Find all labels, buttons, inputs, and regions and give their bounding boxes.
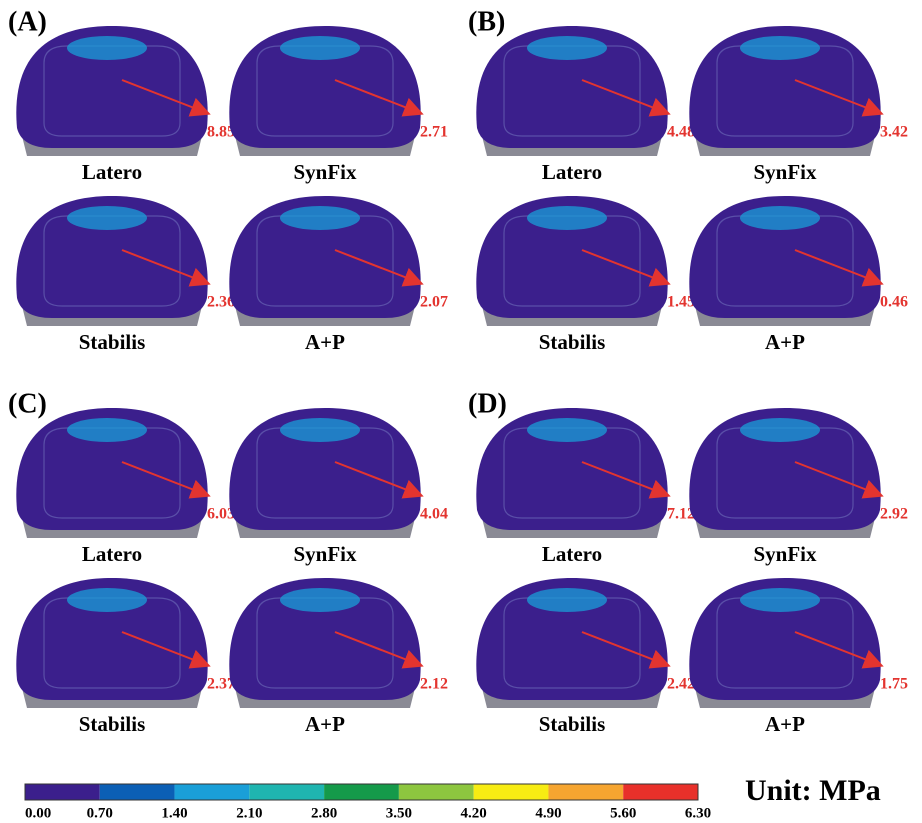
- stress-patch: [527, 418, 607, 442]
- implant-name: A+P: [765, 712, 805, 736]
- implant-name: Latero: [542, 542, 602, 566]
- peak-stress-value: 1.75: [880, 676, 908, 693]
- stress-patch: [67, 588, 147, 612]
- colorbar-tick-label: 3.50: [386, 805, 412, 821]
- implant-name: SynFix: [753, 542, 817, 566]
- colorbar-segment: [399, 784, 474, 800]
- colorbar-segment: [623, 784, 698, 800]
- colorbar-segment: [548, 784, 623, 800]
- stress-patch: [740, 206, 820, 230]
- stress-patch: [527, 36, 607, 60]
- implant-name: Stabilis: [539, 330, 606, 354]
- colorbar-tick-label: 0.70: [87, 805, 113, 821]
- colorbar-tick-label: 2.80: [311, 805, 337, 821]
- implant-name: SynFix: [293, 542, 357, 566]
- colorbar-segment: [249, 784, 324, 800]
- colorbar-segment: [175, 784, 250, 800]
- panel-label: (D): [468, 388, 507, 419]
- implant-name: Latero: [82, 542, 142, 566]
- stress-patch: [280, 206, 360, 230]
- stress-patch: [67, 418, 147, 442]
- colorbar-tick-label: 0.00: [25, 805, 51, 821]
- unit-label: Unit: MPa: [745, 774, 881, 807]
- stress-patch: [740, 588, 820, 612]
- implant-name: Latero: [82, 160, 142, 184]
- peak-stress-value: 4.04: [420, 506, 448, 523]
- colorbar-segment: [100, 784, 175, 800]
- colorbar-tick-label: 4.90: [535, 805, 561, 821]
- implant-name: A+P: [765, 330, 805, 354]
- peak-stress-value: 2.71: [420, 124, 448, 141]
- panel-label: (B): [468, 6, 505, 37]
- implant-name: SynFix: [753, 160, 817, 184]
- stress-patch: [527, 588, 607, 612]
- stress-patch: [280, 418, 360, 442]
- panel-label: (C): [8, 388, 47, 419]
- implant-name: A+P: [305, 330, 345, 354]
- peak-stress-value: 3.42: [880, 124, 908, 141]
- stress-patch: [67, 36, 147, 60]
- colorbar-tick-label: 5.60: [610, 805, 636, 821]
- colorbar-segment: [324, 784, 399, 800]
- implant-name: A+P: [305, 712, 345, 736]
- colorbar-tick-label: 4.20: [461, 805, 487, 821]
- stress-patch: [740, 418, 820, 442]
- implant-name: Stabilis: [79, 330, 146, 354]
- colorbar-tick-label: 2.10: [236, 805, 262, 821]
- peak-stress-value: 2.92: [880, 506, 908, 523]
- figure: Unit: MPa (A)8.85Latero2.71SynFix2.36Sta…: [0, 0, 922, 823]
- stress-patch: [67, 206, 147, 230]
- stress-patch: [280, 588, 360, 612]
- implant-name: SynFix: [293, 160, 357, 184]
- implant-name: Stabilis: [79, 712, 146, 736]
- colorbar-segment: [474, 784, 549, 800]
- stress-patch: [740, 36, 820, 60]
- stress-patch: [527, 206, 607, 230]
- peak-stress-value: 0.46: [880, 294, 908, 311]
- panel-label: (A): [8, 6, 47, 37]
- colorbar-tick-label: 1.40: [161, 805, 187, 821]
- peak-stress-value: 2.12: [420, 676, 448, 693]
- implant-name: Stabilis: [539, 712, 606, 736]
- peak-stress-value: 2.07: [420, 294, 448, 311]
- stress-patch: [280, 36, 360, 60]
- implant-name: Latero: [542, 160, 602, 184]
- colorbar-segment: [25, 784, 100, 800]
- colorbar-tick-label: 6.30: [685, 805, 711, 821]
